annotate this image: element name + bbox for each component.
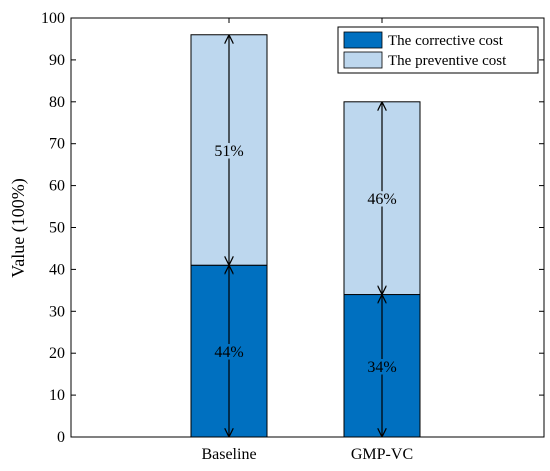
- data-label: 51%: [214, 143, 243, 160]
- y-tick-label: 80: [49, 94, 65, 111]
- legend-label: The preventive cost: [388, 53, 507, 69]
- x-tick-label: GMP-VC: [351, 446, 413, 463]
- x-tick-label: Baseline: [201, 446, 256, 463]
- y-tick-label: 100: [41, 10, 65, 27]
- y-tick-label: 0: [57, 429, 65, 446]
- y-tick-label: 40: [49, 261, 65, 278]
- y-tick-label: 50: [49, 220, 65, 237]
- y-tick-label: 90: [49, 52, 65, 69]
- y-tick-label: 10: [49, 387, 65, 404]
- legend-swatch: [343, 31, 383, 49]
- legend-label: The corrective cost: [388, 33, 504, 49]
- legend-swatch: [343, 51, 383, 69]
- plot-frame: [70, 17, 545, 438]
- data-label: 34%: [367, 359, 396, 376]
- y-tick-label: 30: [49, 303, 65, 320]
- data-label: 46%: [367, 191, 396, 208]
- legend: The corrective cost The preventive cost: [337, 26, 539, 74]
- y-axis-label: Value (100%): [8, 178, 29, 277]
- y-tick-label: 70: [49, 136, 65, 153]
- y-tick-label: 60: [49, 178, 65, 195]
- data-label: 44%: [214, 344, 243, 361]
- y-tick-label: 20: [49, 345, 65, 362]
